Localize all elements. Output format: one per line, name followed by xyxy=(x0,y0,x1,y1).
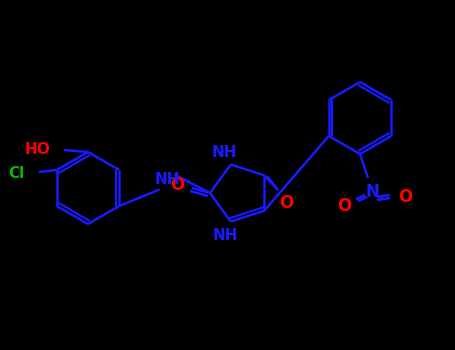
Text: O: O xyxy=(398,188,412,206)
Text: Cl: Cl xyxy=(9,167,25,182)
Text: NH: NH xyxy=(155,172,180,187)
Text: N: N xyxy=(365,183,379,201)
Text: O: O xyxy=(337,197,351,215)
Text: NH: NH xyxy=(213,228,238,243)
Text: HO: HO xyxy=(24,141,50,156)
Text: NH: NH xyxy=(212,145,238,160)
Text: O: O xyxy=(279,194,293,212)
Text: O: O xyxy=(170,176,184,194)
